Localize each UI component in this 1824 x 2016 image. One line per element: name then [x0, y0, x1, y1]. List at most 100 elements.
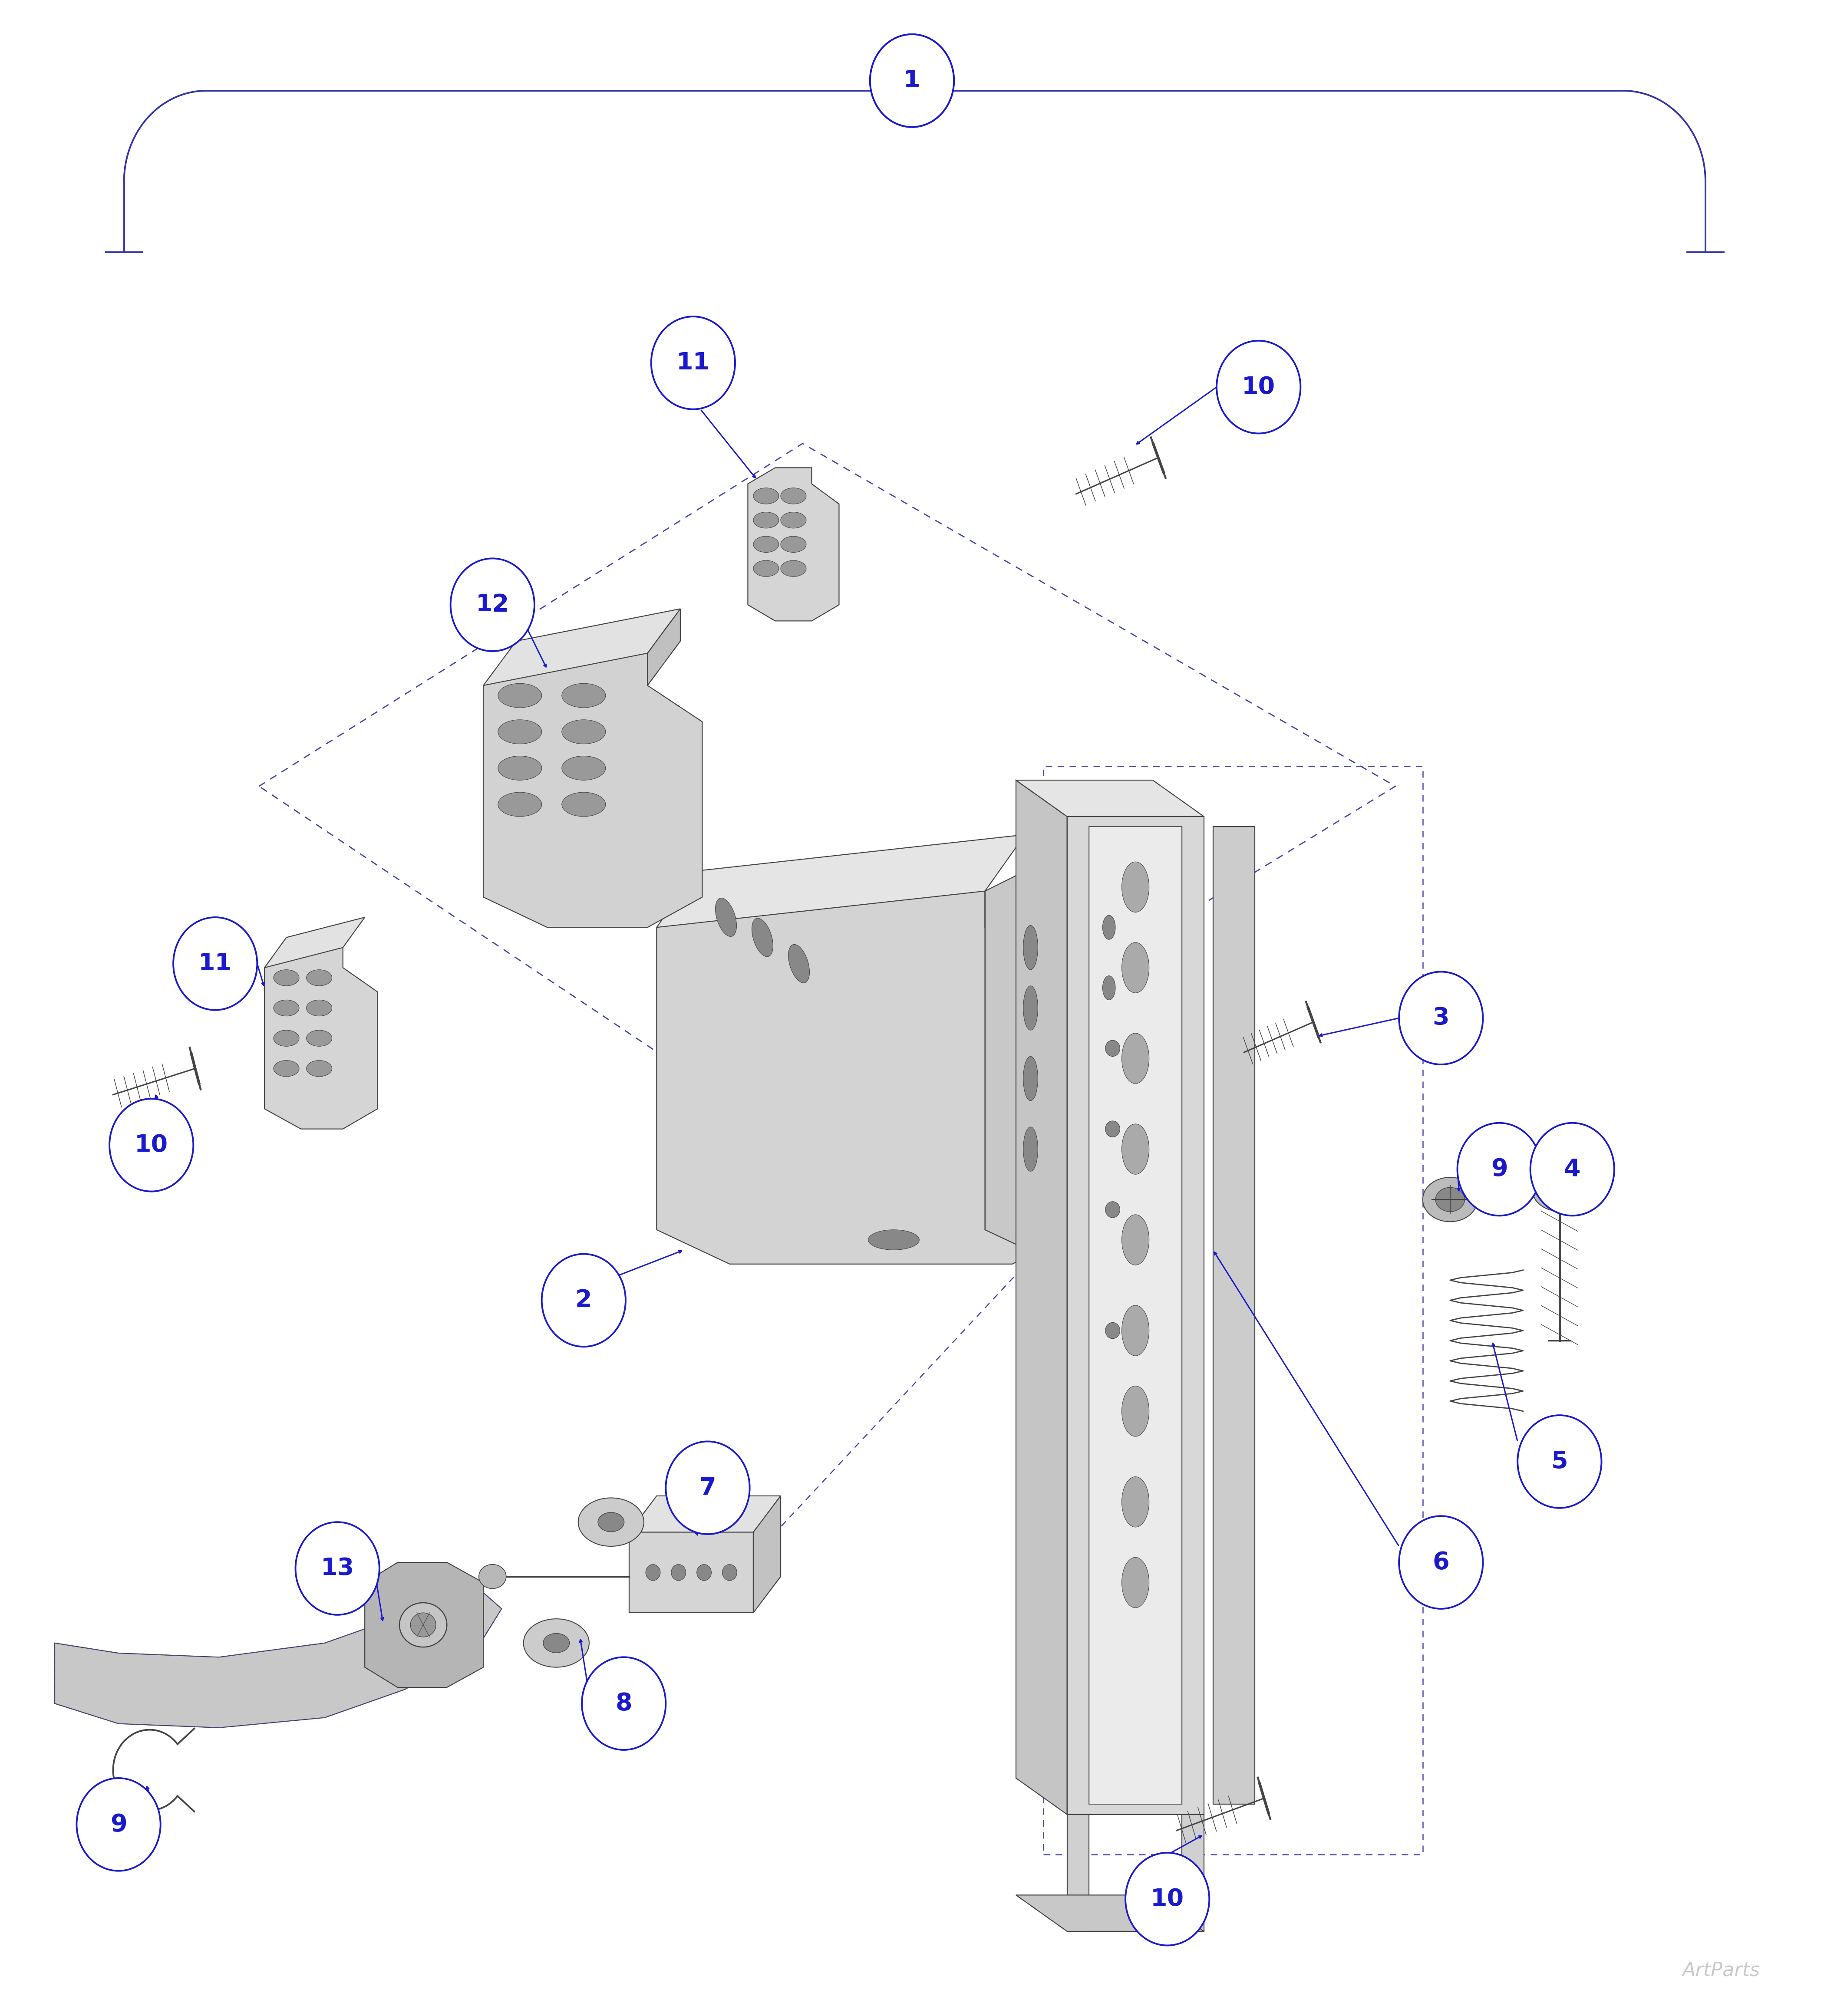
Ellipse shape: [306, 1030, 332, 1046]
Ellipse shape: [751, 917, 773, 958]
Circle shape: [1399, 1516, 1483, 1609]
Circle shape: [582, 1657, 666, 1750]
Ellipse shape: [1023, 986, 1038, 1030]
Polygon shape: [264, 917, 365, 968]
Ellipse shape: [1122, 1032, 1149, 1085]
Ellipse shape: [1122, 1306, 1149, 1357]
Polygon shape: [1213, 827, 1255, 1804]
Text: 10: 10: [1151, 1887, 1184, 1911]
Polygon shape: [657, 835, 1025, 927]
Ellipse shape: [274, 1000, 299, 1016]
Ellipse shape: [1122, 1476, 1149, 1528]
Ellipse shape: [753, 512, 779, 528]
Circle shape: [109, 1099, 193, 1191]
Ellipse shape: [715, 897, 737, 937]
Polygon shape: [483, 653, 702, 927]
Ellipse shape: [1105, 1121, 1120, 1137]
Text: 8: 8: [615, 1691, 633, 1716]
Polygon shape: [55, 1593, 502, 1728]
Polygon shape: [1182, 1814, 1204, 1931]
Circle shape: [542, 1254, 626, 1347]
Circle shape: [1530, 1123, 1614, 1216]
Text: 1: 1: [903, 69, 921, 93]
Text: 9: 9: [1490, 1157, 1508, 1181]
Ellipse shape: [753, 560, 779, 577]
Ellipse shape: [1122, 1123, 1149, 1173]
Ellipse shape: [274, 1030, 299, 1046]
Text: 12: 12: [476, 593, 509, 617]
Circle shape: [651, 317, 735, 409]
Polygon shape: [483, 609, 680, 685]
Polygon shape: [629, 1532, 753, 1613]
Circle shape: [1399, 972, 1483, 1064]
Ellipse shape: [781, 512, 806, 528]
Text: 10: 10: [135, 1133, 168, 1157]
Ellipse shape: [1023, 1056, 1038, 1101]
Ellipse shape: [1102, 915, 1116, 939]
Circle shape: [1217, 341, 1301, 433]
Ellipse shape: [781, 488, 806, 504]
Ellipse shape: [722, 1564, 737, 1581]
Text: 4: 4: [1563, 1157, 1581, 1181]
Ellipse shape: [646, 1564, 660, 1581]
Text: 2: 2: [575, 1288, 593, 1312]
Ellipse shape: [523, 1619, 589, 1667]
Circle shape: [295, 1522, 379, 1615]
Ellipse shape: [1023, 1127, 1038, 1171]
Ellipse shape: [274, 970, 299, 986]
Text: 11: 11: [677, 351, 710, 375]
Ellipse shape: [697, 1564, 711, 1581]
Polygon shape: [365, 1562, 483, 1687]
Text: 3: 3: [1432, 1006, 1450, 1030]
Ellipse shape: [1023, 925, 1038, 970]
Text: 1: 1: [903, 69, 921, 93]
Ellipse shape: [1122, 861, 1149, 911]
Polygon shape: [264, 948, 378, 1129]
Ellipse shape: [498, 683, 542, 708]
Ellipse shape: [562, 720, 606, 744]
Text: 10: 10: [1242, 375, 1275, 399]
Polygon shape: [985, 855, 1167, 1264]
Text: 5: 5: [1550, 1450, 1569, 1474]
Ellipse shape: [578, 1498, 644, 1546]
Circle shape: [77, 1778, 161, 1871]
Ellipse shape: [1122, 1556, 1149, 1609]
Ellipse shape: [498, 720, 542, 744]
Circle shape: [1457, 1123, 1541, 1216]
Circle shape: [666, 1441, 750, 1534]
Ellipse shape: [1105, 1040, 1120, 1056]
Ellipse shape: [306, 1060, 332, 1077]
Ellipse shape: [868, 1230, 919, 1250]
Circle shape: [1518, 1415, 1601, 1508]
Ellipse shape: [671, 1564, 686, 1581]
Ellipse shape: [1122, 1387, 1149, 1435]
Ellipse shape: [410, 1613, 436, 1637]
Polygon shape: [753, 1496, 781, 1613]
Polygon shape: [648, 609, 680, 685]
Ellipse shape: [498, 792, 542, 816]
Ellipse shape: [1102, 976, 1116, 1000]
Ellipse shape: [498, 756, 542, 780]
Ellipse shape: [1435, 1187, 1465, 1212]
Ellipse shape: [544, 1633, 569, 1653]
Polygon shape: [657, 891, 1076, 1264]
Ellipse shape: [1423, 1177, 1477, 1222]
Circle shape: [173, 917, 257, 1010]
Polygon shape: [1016, 780, 1204, 816]
Text: 11: 11: [199, 952, 232, 976]
Ellipse shape: [598, 1512, 624, 1532]
Circle shape: [1125, 1853, 1209, 1945]
Ellipse shape: [753, 488, 779, 504]
Circle shape: [870, 34, 954, 127]
Ellipse shape: [781, 560, 806, 577]
Polygon shape: [629, 1496, 781, 1532]
Ellipse shape: [478, 1564, 505, 1589]
Ellipse shape: [562, 756, 606, 780]
Text: 7: 7: [699, 1476, 717, 1500]
Ellipse shape: [788, 943, 810, 984]
Text: 6: 6: [1432, 1550, 1450, 1574]
Ellipse shape: [1122, 1214, 1149, 1266]
Ellipse shape: [1105, 1322, 1120, 1339]
Ellipse shape: [306, 970, 332, 986]
Ellipse shape: [399, 1603, 447, 1647]
